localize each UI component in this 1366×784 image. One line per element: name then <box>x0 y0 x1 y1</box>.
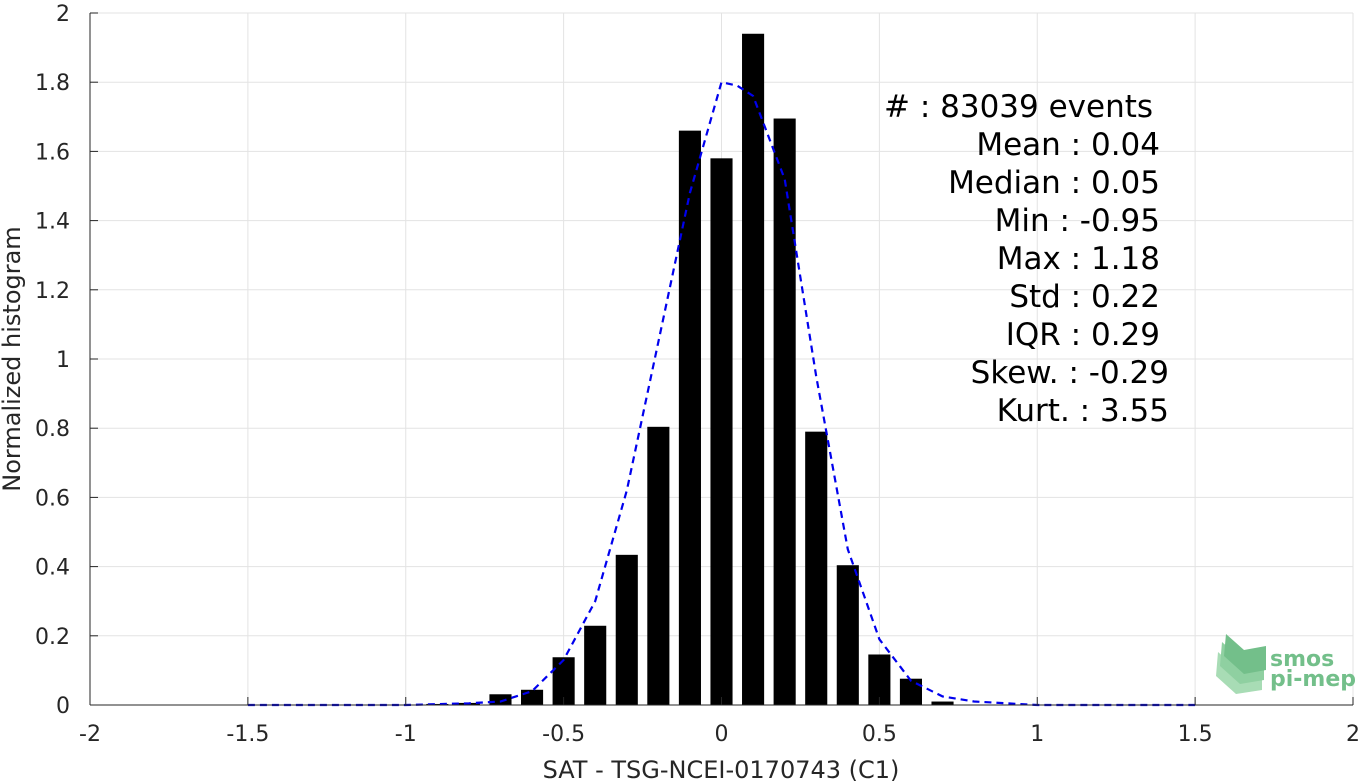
x-tick-label-8: 2 <box>1346 722 1360 747</box>
bar-8 <box>678 130 701 705</box>
y-tick-label-1: 0.2 <box>35 625 70 650</box>
stat-skewness: Skew. : -0.29 <box>971 355 1169 391</box>
x-tick-label-6: 1 <box>1030 722 1044 747</box>
x-tick-labels: -2 -1.5 -1 -0.5 0 0.5 1 1.5 2 <box>79 722 1360 747</box>
stat-median: Median : 0.05 <box>948 165 1160 201</box>
bar-0 <box>426 703 449 705</box>
statistics-annotation: # : 83039 events Mean : 0.04 Median : 0.… <box>884 89 1169 429</box>
x-tick-label-1: -1.5 <box>226 722 269 747</box>
smos-pimep-logo: smos pi-mep <box>1216 634 1356 694</box>
stat-min: Min : -0.95 <box>995 203 1160 239</box>
bar-3 <box>520 689 544 705</box>
bar-14 <box>868 654 891 705</box>
bar-series <box>426 33 954 705</box>
bar-15 <box>899 678 923 705</box>
stat-iqr: IQR : 0.29 <box>1006 317 1160 353</box>
stat-count: # : 83039 events <box>884 89 1153 125</box>
logo-layers-icon <box>1216 634 1266 694</box>
fit-curve-layer <box>247 80 1196 707</box>
bar-10 <box>742 33 765 705</box>
x-axis-label: SAT - TSG-NCEI-0170743 (C1) <box>543 756 900 784</box>
y-tick-label-9: 1.8 <box>35 71 70 96</box>
bar-13 <box>836 565 859 705</box>
bar-4 <box>552 657 575 705</box>
stat-kurtosis: Kurt. : 3.55 <box>997 393 1169 429</box>
axes <box>89 12 1354 706</box>
bar-5 <box>584 625 607 705</box>
x-tick-label-4: 0 <box>715 722 729 747</box>
x-tick-label-0: -2 <box>79 722 101 747</box>
y-tick-label-3: 0.6 <box>35 486 70 511</box>
bar-2 <box>489 694 512 705</box>
bar-11 <box>773 118 796 705</box>
fit-curve <box>247 80 1196 707</box>
bar-12 <box>805 431 828 705</box>
y-axis-label: Normalized histogram <box>0 226 26 491</box>
x-tick-label-3: -0.5 <box>542 722 585 747</box>
logo-text-smos: smos <box>1270 647 1334 672</box>
logo-text-pimep: pi-mep <box>1270 667 1356 692</box>
y-tick-labels: 0 0.2 0.4 0.6 0.8 1 1.2 1.4 1.6 1.8 2 <box>35 2 70 719</box>
y-tick-label-6: 1.2 <box>35 279 70 304</box>
bar-9 <box>710 158 733 705</box>
bar-7 <box>647 426 670 705</box>
y-tick-label-2: 0.4 <box>35 556 70 581</box>
x-tick-label-2: -1 <box>395 722 417 747</box>
x-tick-label-5: 0.5 <box>862 722 897 747</box>
stat-mean: Mean : 0.04 <box>976 127 1160 163</box>
stat-max: Max : 1.18 <box>997 241 1160 277</box>
bar-16 <box>931 701 954 705</box>
y-tick-label-10: 2 <box>56 2 70 27</box>
y-tick-label-5: 1 <box>56 348 70 373</box>
y-tick-label-0: 0 <box>56 694 70 719</box>
y-tick-label-4: 0.8 <box>35 417 70 442</box>
bar-6 <box>615 554 638 705</box>
y-tick-label-8: 1.6 <box>35 140 70 165</box>
y-tick-label-7: 1.4 <box>35 210 70 235</box>
stat-std: Std : 0.22 <box>1009 279 1160 315</box>
x-tick-label-7: 1.5 <box>1178 722 1213 747</box>
